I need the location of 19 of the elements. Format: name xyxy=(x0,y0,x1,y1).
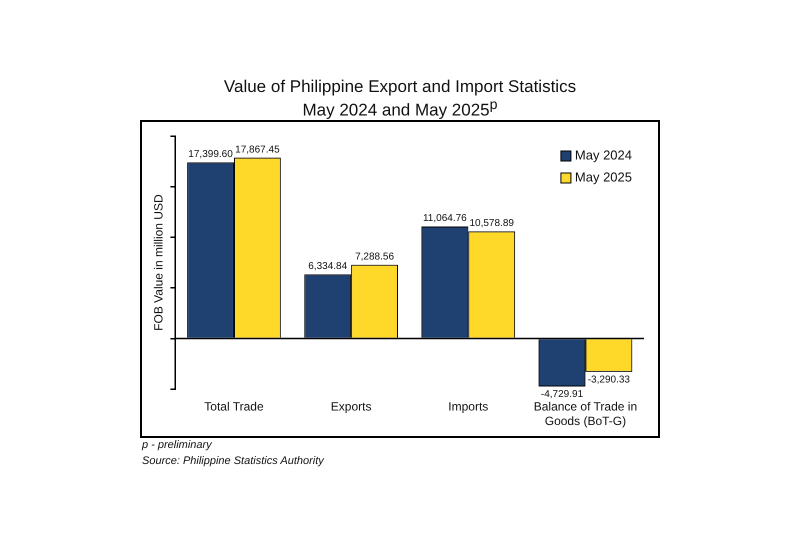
y-axis-title: FOB Value in million USD xyxy=(152,194,166,331)
text: p - preliminary xyxy=(142,439,212,451)
x-tick-label: Total Trade xyxy=(204,400,264,414)
x-tick-label: Imports xyxy=(448,400,488,414)
legend-label: May 2024 xyxy=(574,148,632,163)
data-label: -4,729.91 xyxy=(540,389,584,400)
data-label: 6,334.84 xyxy=(308,261,348,272)
chart-subtitle: May 2024 and May 2025$^{p}$ xyxy=(302,96,498,120)
data-label: 11,064.76 xyxy=(422,213,468,224)
x-tick-label: Exports xyxy=(330,400,372,414)
source-note: Source: Philippine Statistics Authority xyxy=(142,455,324,467)
legend-label: May 2025 xyxy=(574,170,632,185)
chart-title: Value of Philippine Export and Import Statistics xyxy=(222,77,578,96)
x-tick-label: Balance of Trade in Goods (BoT-G) xyxy=(534,400,638,428)
data-label: 17,399.60 xyxy=(188,149,234,160)
data-label: 10,578.89 xyxy=(469,218,514,230)
data-label: 17,867.45 xyxy=(235,144,280,156)
data-label: -3,290.33 xyxy=(588,374,630,386)
data-label: 7,288.56 xyxy=(355,251,394,262)
